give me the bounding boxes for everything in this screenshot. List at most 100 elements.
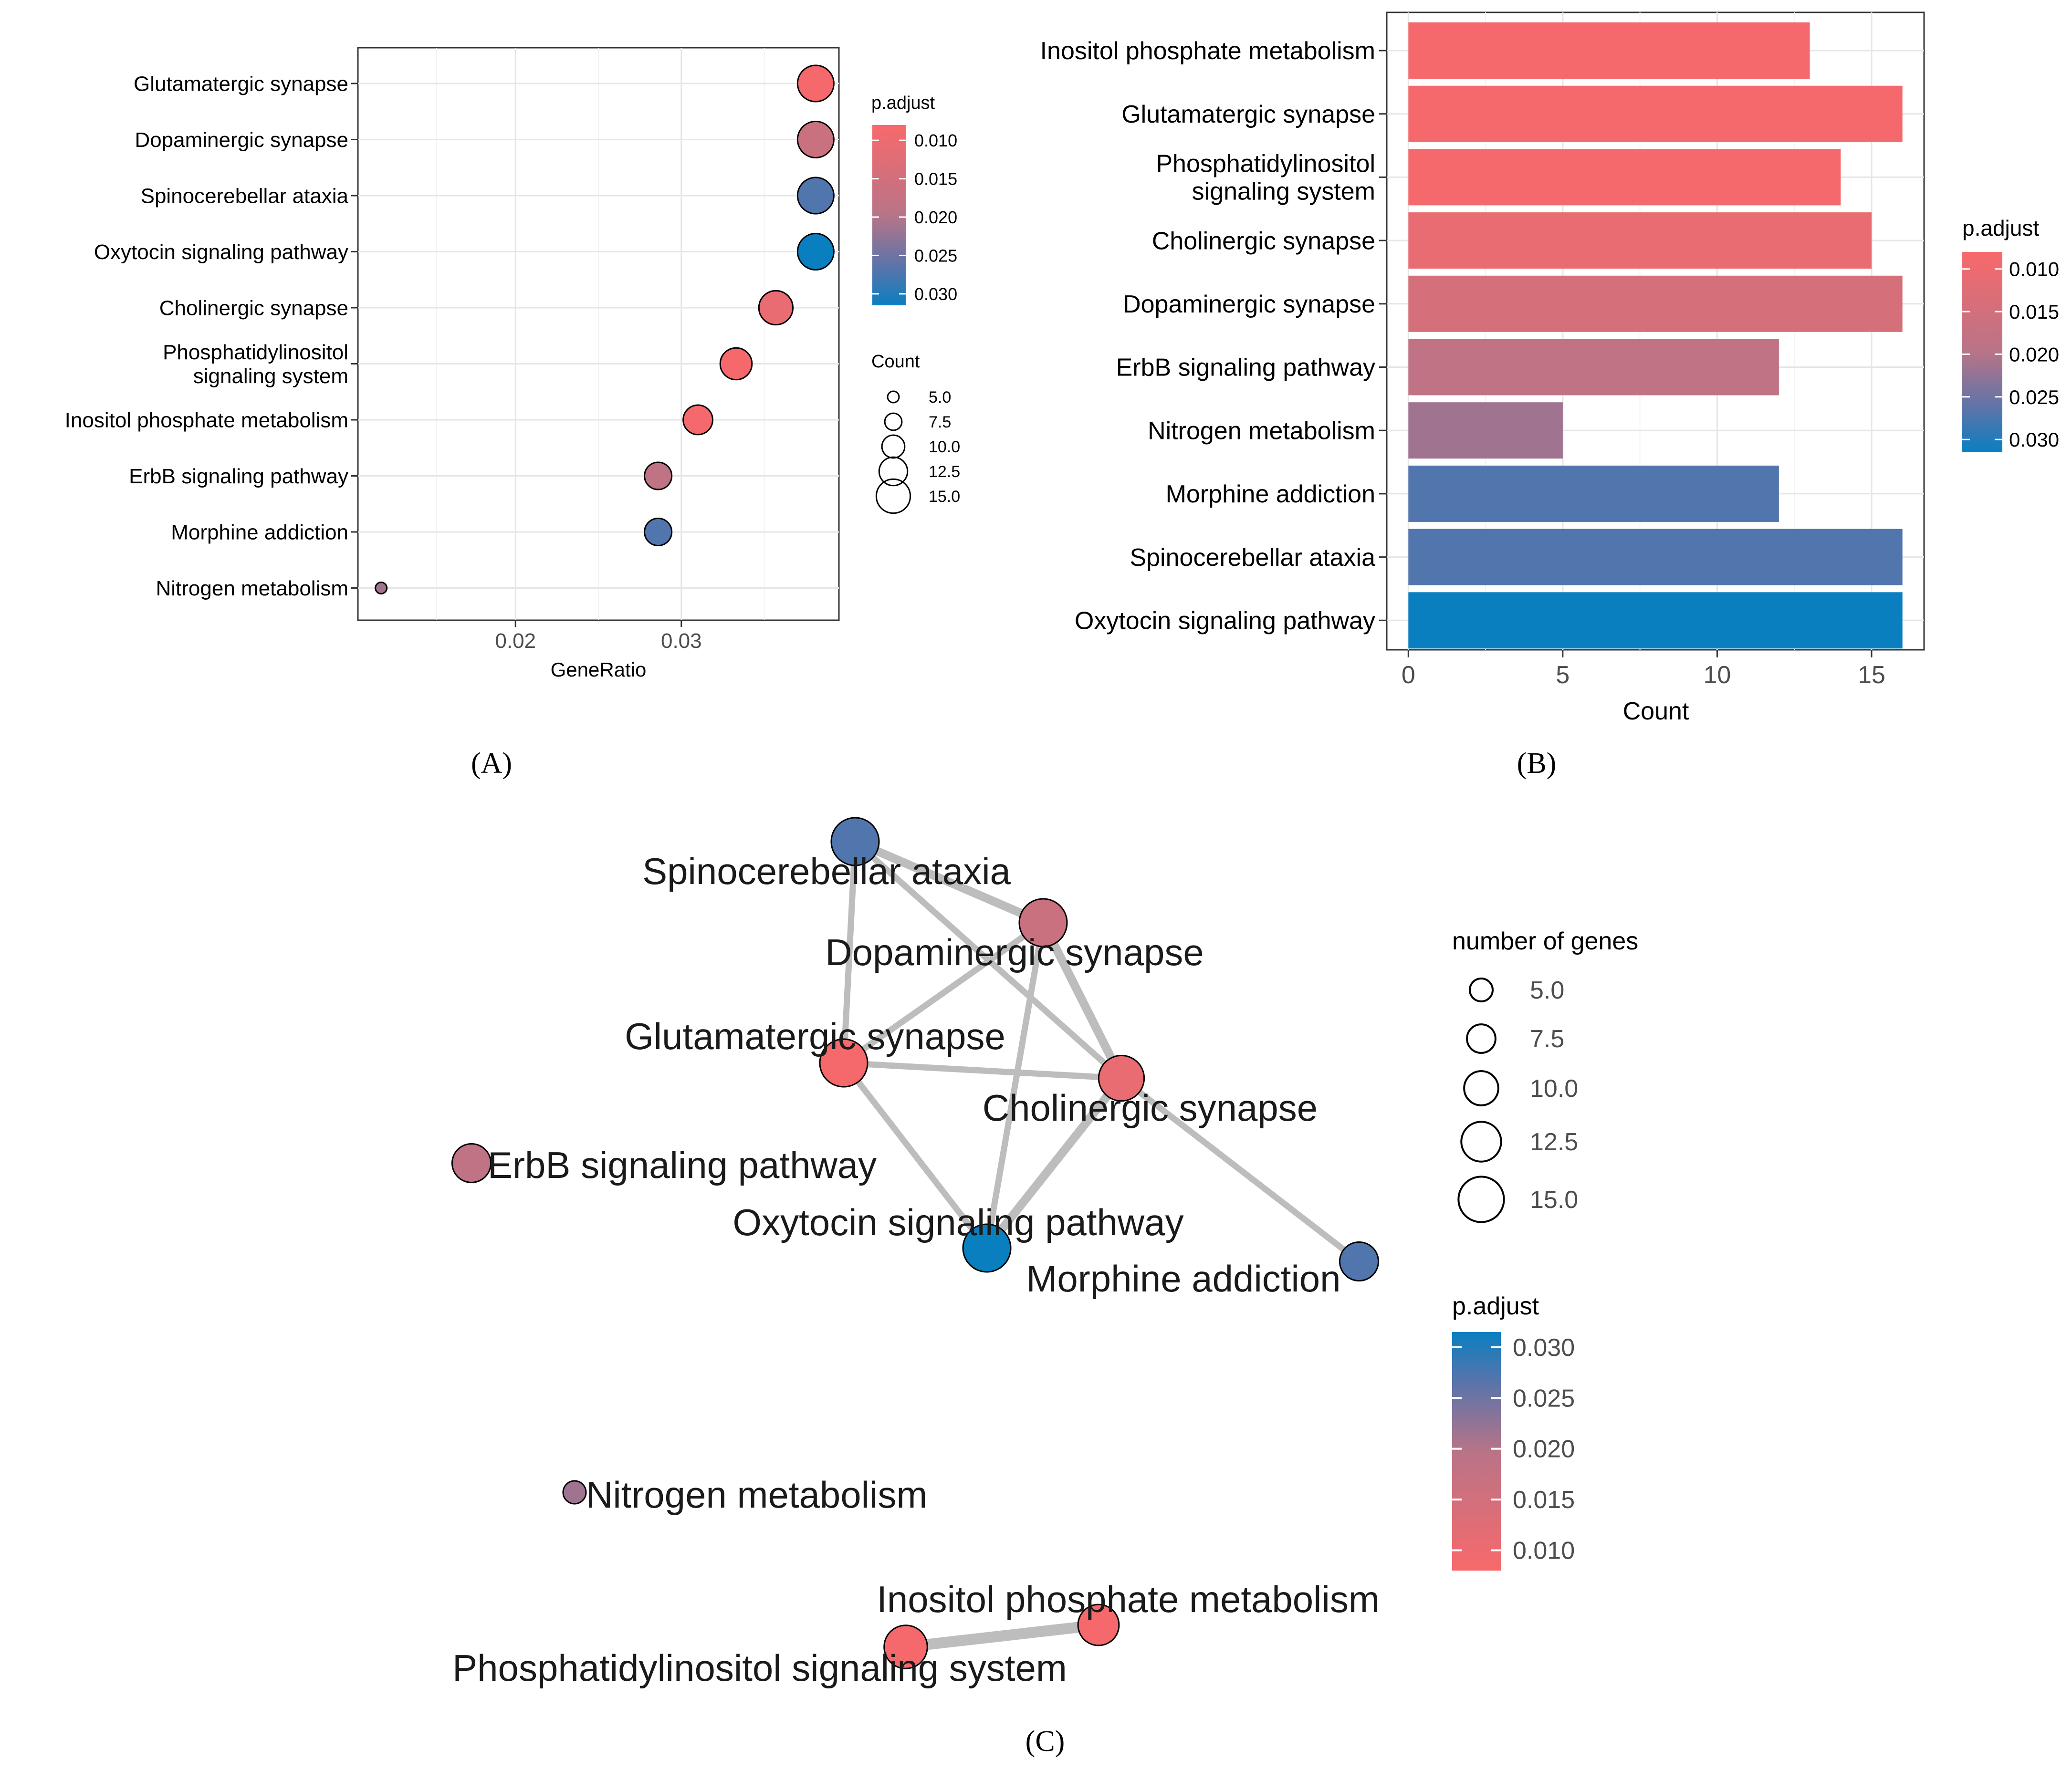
panel-a-size-legend-items: 5.0 7.5 10.0 12.5 15.0 (875, 388, 960, 514)
panel-a-category-label-oxytocin-signaling-pathway: Oxytocin signaling pathway (94, 240, 348, 264)
panel-c-color-legend-title: p.adjust (1452, 1292, 1539, 1320)
panel-b-colorbar (1962, 252, 2002, 452)
panel-b-x-tick-label: 10 (1704, 661, 1731, 689)
panel-a-size-legend-circle (887, 390, 900, 404)
panel-b-category-label-inositol-phosphate-metabolism-line: Inositol phosphate metabolism (1040, 37, 1375, 65)
panel-b-color-legend: p.adjust 0.010 0.015 0.020 0.025 0.030 (1962, 216, 2059, 452)
panel-a-dotplot: Glutamatergic synapse Dopaminergic synaps… (65, 47, 960, 780)
panel-c-node-glutamatergic-synapse (819, 1038, 869, 1088)
panel-a-size-legend-label: 10.0 (929, 438, 960, 456)
panel-c-edge-spinocerebellar-ataxia-to-dopaminergic-synapse (851, 837, 1047, 927)
panel-c-size-legend-circle (1466, 1023, 1496, 1054)
panel-a-category-labels: Glutamatergic synapse Dopaminergic synaps… (65, 72, 358, 600)
panel-a-x-ticks: 0.02 0.03 (495, 620, 702, 653)
panel-a-colorbar-tick-label: 0.015 (914, 169, 957, 189)
panel-c-node-spinocerebellar-ataxia (830, 817, 880, 866)
panel-c-size-legend-title: number of genes (1452, 927, 1638, 955)
panel-b-x-ticks: 0 5 10 15 (1402, 650, 1885, 689)
panel-c-edges (840, 837, 1362, 1653)
panel-c-node-dopaminergic-synapse (1018, 898, 1068, 947)
panel-a-category-label-spinocerebellar-ataxia: Spinocerebellar ataxia (141, 184, 349, 208)
panel-a-category-label-nitrogen-metabolism-line: Nitrogen metabolism (156, 577, 349, 600)
panel-a-size-legend-label: 5.0 (929, 388, 951, 406)
panel-c-network: Spinocerebellar ataxia Dopaminergic synap… (451, 817, 1638, 1758)
panel-c-edge-cholinergic-synapse-to-oxytocin-signaling-pathway (983, 1074, 1126, 1252)
panel-b-category-label-oxytocin-signaling-pathway-line: Oxytocin signaling pathway (1075, 607, 1375, 635)
panel-c-color-legend: p.adjust 0.010 0.015 0.020 0.025 0.030 (1452, 1292, 1575, 1571)
panel-c-edge-inositol-phosphate-metabolism-to-phosphatidylinositol-signaling-system (900, 1619, 1104, 1653)
panel-b-category-label-inositol-phosphate-metabolism: Inositol phosphate metabolism (1040, 37, 1375, 65)
panel-c-edge-dopaminergic-synapse-to-oxytocin-signaling-pathway (984, 919, 1046, 1251)
panel-c-node-label-dopaminergic-synapse: Dopaminergic synapse (825, 931, 1203, 973)
panel-b-category-label-oxytocin-signaling-pathway: Oxytocin signaling pathway (1075, 607, 1375, 635)
panel-b-category-label-glutamatergic-synapse-line: Glutamatergic synapse (1121, 101, 1375, 128)
panel-c-size-legend-circle (1457, 1176, 1505, 1223)
panel-a-colorbar-tick-label: 0.020 (914, 208, 957, 227)
panel-b-bar-spinocerebellar-ataxia (1408, 529, 1903, 585)
panel-b-bar-dopaminergic-synapse (1408, 275, 1903, 332)
panel-c-node-label-erbb-signaling-pathway: ErbB signaling pathway (488, 1144, 877, 1186)
panel-a-category-label-cholinergic-synapse-line: Cholinergic synapse (159, 296, 348, 320)
panel-b-bar-phosphatidylinositol-signaling-system (1408, 149, 1841, 206)
panel-a-size-legend-circle (878, 456, 909, 487)
panel-a-size-legend-circle (875, 478, 911, 514)
panel-a-category-label-morphine-addiction: Morphine addiction (171, 521, 348, 544)
panel-a-point-morphine-addiction (644, 517, 673, 547)
panel-a-point-inositol-phosphate-metabolism (682, 404, 713, 436)
panel-c-edge-spinocerebellar-ataxia-to-glutamatergic-synapse (840, 838, 858, 1066)
panel-a-point-dopaminergic-synapse (796, 121, 835, 158)
panel-c-size-legend-label: 15.0 (1530, 1186, 1578, 1214)
panel-b-x-tick-label: 0 (1402, 661, 1415, 689)
panel-b-barplot: Inositol phosphate metabolism Glutamaterg… (1040, 11, 2059, 780)
panel-b-category-label-spinocerebellar-ataxia-line: Spinocerebellar ataxia (1130, 544, 1375, 572)
panel-a-color-legend: p.adjust 0.010 0.015 0.020 0.025 0.030 (871, 93, 957, 305)
panel-a-category-label-inositol-phosphate-metabolism-line: Inositol phosphate metabolism (65, 408, 348, 432)
panel-a-category-label-morphine-addiction-line: Morphine addiction (171, 521, 348, 544)
panel-b-category-label-morphine-addiction-line: Morphine addiction (1166, 480, 1375, 508)
panel-a-colorbar-tick-label: 0.030 (914, 284, 957, 304)
panel-b-bar-oxytocin-signaling-pathway (1408, 592, 1903, 649)
panel-c-edge-dopaminergic-synapse-to-glutamatergic-synapse (840, 919, 1046, 1066)
panel-b-colorbar-tick-label: 0.020 (2009, 343, 2059, 365)
panel-a-point-cholinergic-synapse (758, 290, 794, 326)
panel-c-colorbar-tick-label: 0.025 (1513, 1385, 1575, 1412)
panel-a-colorbar-ticks: 0.010 0.015 0.020 0.025 0.030 (872, 131, 957, 304)
panel-c-edge-cholinergic-synapse-to-morphine-addiction (1118, 1075, 1362, 1265)
panel-c-node-inositol-phosphate-metabolism (1077, 1603, 1120, 1646)
panel-a-colorbar-tick-label: 0.025 (914, 246, 957, 265)
panel-a-category-label-erbb-signaling-pathway: ErbB signaling pathway (129, 465, 348, 488)
panel-c-size-legend: number of genes 5.0 7.5 10.0 12.5 15.0 (1452, 927, 1638, 1223)
panel-b-category-labels: Inositol phosphate metabolism Glutamaterg… (1040, 37, 1387, 635)
panel-a-letter: (A) (471, 747, 512, 780)
panel-a-point-spinocerebellar-ataxia (796, 177, 835, 215)
panel-a-size-legend: Count 5.0 7.5 10.0 12.5 15.0 (871, 352, 960, 514)
panel-b-category-label-phosphatidylinositol-signaling-system-line: Phosphatidylinositol (1156, 150, 1375, 178)
panel-b-bar-inositol-phosphate-metabolism (1408, 22, 1810, 79)
panel-a-size-legend-title: Count (871, 352, 920, 372)
panel-a-point-nitrogen-metabolism (375, 582, 388, 594)
panel-c-size-legend-label: 10.0 (1530, 1075, 1578, 1103)
panel-a-category-label-cholinergic-synapse: Cholinergic synapse (159, 296, 348, 320)
panel-c-nodes (451, 817, 1380, 1669)
panel-a-grid (358, 48, 839, 620)
panel-c-colorbar-tick-label: 0.030 (1513, 1334, 1575, 1362)
panel-b-category-label-phosphatidylinositol-signaling-system: Phosphatidylinositol signaling system (1156, 150, 1375, 206)
panel-a-category-label-glutamatergic-synapse-line: Glutamatergic synapse (134, 72, 348, 95)
panel-c-colorbar-tick-label: 0.015 (1513, 1486, 1575, 1514)
panel-a-category-label-phosphatidylinositol-signaling-system: Phosphatidylinositol signaling system (163, 341, 348, 388)
panel-c-node-label-morphine-addiction: Morphine addiction (1026, 1258, 1340, 1300)
panel-c-node-label-cholinergic-synapse: Cholinergic synapse (983, 1087, 1318, 1129)
panel-a-category-label-oxytocin-signaling-pathway-line: Oxytocin signaling pathway (94, 240, 348, 264)
panel-b-x-tick-label: 5 (1556, 661, 1570, 689)
panel-c-edge-glutamatergic-synapse-to-oxytocin-signaling-pathway (840, 1060, 990, 1251)
panel-a-size-legend-circle (881, 434, 906, 459)
panel-c-size-legend-circle (1463, 1070, 1499, 1106)
panel-b-category-label-dopaminergic-synapse-line: Dopaminergic synapse (1123, 291, 1375, 318)
panel-b-bar-erbb-signaling-pathway (1408, 339, 1779, 396)
panel-c-node-label-nitrogen-metabolism: Nitrogen metabolism (586, 1474, 927, 1516)
panel-b-colorbar-tick-label: 0.015 (2009, 301, 2059, 323)
panel-a-size-legend-label: 12.5 (929, 463, 960, 481)
panel-c-colorbar-tick-label: 0.010 (1513, 1537, 1575, 1564)
panel-a-category-label-glutamatergic-synapse: Glutamatergic synapse (134, 72, 348, 95)
panel-c-node-labels: Spinocerebellar ataxia Dopaminergic synap… (452, 850, 1380, 1689)
